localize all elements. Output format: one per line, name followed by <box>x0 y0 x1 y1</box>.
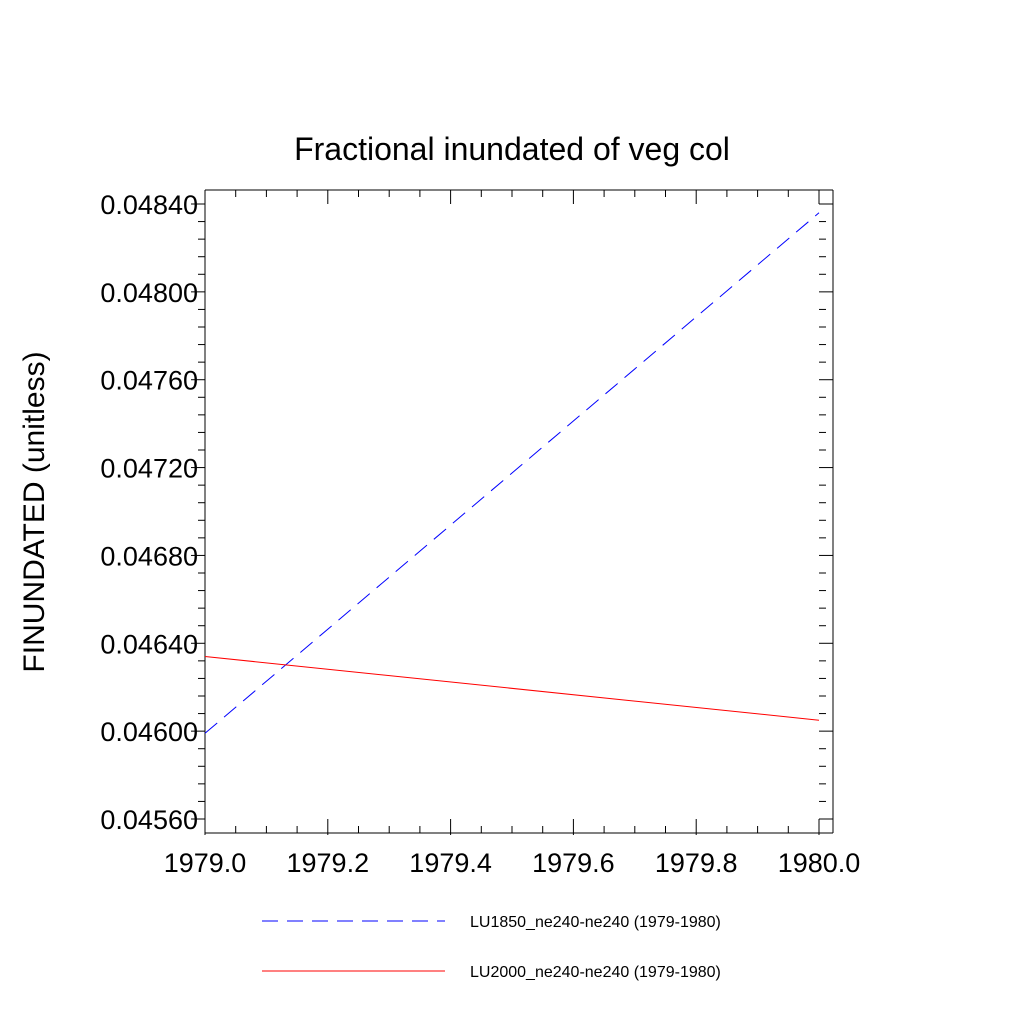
y-tick-label: 0.04760 <box>100 366 198 396</box>
series-line-1 <box>204 212 820 734</box>
x-tick-label: 1979.8 <box>655 848 738 878</box>
y-tick-label: 0.04600 <box>100 717 198 747</box>
chart-title: Fractional inundated of veg col <box>294 131 730 167</box>
x-tick-label: 1979.0 <box>164 848 247 878</box>
plot-area: 1979.0 1979.2 1979.4 1979.6 1979.8 1980.0 0.04… <box>100 189 861 878</box>
y-axis-label: FINUNDATED (unitless) <box>18 351 51 672</box>
y-tick-label: 0.04720 <box>100 454 198 484</box>
legend: LU1850_ne240-ne240 (1979-1980) LU2000_ne2… <box>262 914 721 981</box>
y-tick-label: 0.04840 <box>100 190 198 220</box>
x-tick-label: 1979.4 <box>409 848 492 878</box>
y-tick-label: 0.04560 <box>100 805 198 835</box>
series-line-2 <box>204 656 820 721</box>
legend-label-1: LU1850_ne240-ne240 (1979-1980) <box>470 914 721 931</box>
x-tick-label: 1980.0 <box>778 848 861 878</box>
y-tick-label: 0.04640 <box>100 629 198 659</box>
x-tick-label: 1979.2 <box>287 848 370 878</box>
x-tick-label: 1979.6 <box>532 848 615 878</box>
y-tick-label: 0.04680 <box>100 541 198 571</box>
y-tick-label: 0.04800 <box>100 278 198 308</box>
legend-label-2: LU2000_ne240-ne240 (1979-1980) <box>470 964 721 981</box>
